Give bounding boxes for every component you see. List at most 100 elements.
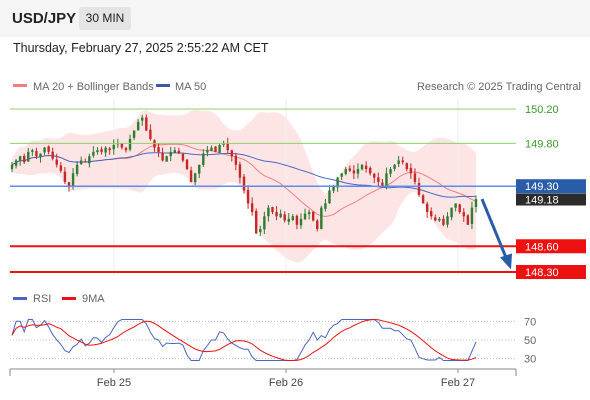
candle-body — [214, 146, 217, 152]
candle-body — [385, 173, 388, 186]
candle-body — [389, 169, 392, 174]
candle-body — [100, 149, 103, 152]
candle-body — [401, 160, 404, 163]
candle-body — [320, 207, 323, 230]
candle-body — [397, 160, 400, 164]
pivot-label: 149.30 — [525, 181, 559, 193]
candle-body — [242, 176, 246, 191]
support-label-box — [516, 239, 586, 254]
candle-body — [356, 169, 360, 174]
rsi-tick-label: 30 — [524, 354, 536, 366]
candle-body — [108, 148, 111, 151]
candle-body — [120, 143, 124, 148]
resistance-label: 150.20 — [525, 104, 559, 116]
candle-body — [193, 173, 197, 183]
ma9-legend-swatch — [62, 297, 76, 300]
candle-body — [161, 152, 164, 161]
candle-body — [364, 165, 368, 170]
x-axis-tick-label: Feb 26 — [269, 377, 303, 389]
candle-body — [230, 150, 233, 157]
candle-body — [466, 215, 470, 225]
candle-body — [417, 182, 421, 195]
candle-body — [177, 150, 181, 154]
timeframe-badge[interactable]: 30 MIN — [79, 7, 131, 30]
candle-body — [104, 147, 107, 153]
candle-body — [67, 182, 71, 187]
candle-body — [271, 207, 274, 212]
candle-body — [434, 217, 437, 221]
candle-body — [381, 182, 384, 187]
candle-body — [438, 218, 441, 221]
support-label: 148.30 — [525, 267, 559, 279]
candle-body — [373, 173, 376, 178]
candle-body — [283, 214, 286, 221]
candle-body — [316, 220, 319, 230]
candle-body — [446, 216, 449, 225]
candle-body — [246, 189, 250, 204]
last-price-label: 149.18 — [525, 195, 559, 207]
candle-body — [10, 164, 14, 170]
candle-body — [377, 177, 380, 182]
candle-body — [238, 164, 242, 178]
candle-body — [352, 170, 356, 174]
candle-body — [226, 143, 229, 151]
candle-body — [136, 121, 140, 131]
candle-body — [153, 140, 156, 148]
candle-body — [303, 213, 307, 220]
candle-body — [132, 130, 136, 138]
candle-body — [462, 212, 465, 217]
candle-body — [336, 177, 339, 188]
candle-body — [202, 153, 205, 165]
pivot-label-box — [516, 179, 586, 194]
candle-body — [141, 117, 144, 121]
candle-body — [259, 229, 262, 233]
candle-body — [149, 129, 152, 140]
candle-body — [279, 213, 282, 218]
timestamp: Thursday, February 27, 2025 2:55:22 AM C… — [13, 41, 269, 55]
candle-body — [311, 211, 315, 221]
candle-body — [124, 147, 128, 151]
candle-body — [198, 164, 201, 174]
rsi-legend-swatch — [13, 297, 27, 300]
candle-body — [255, 211, 258, 234]
candle-body — [458, 204, 461, 212]
candle-body — [234, 155, 238, 165]
candle-body — [409, 167, 413, 174]
rsi-tick-label: 50 — [524, 335, 536, 347]
candle-body — [222, 143, 225, 145]
candle-body — [145, 117, 148, 131]
projection-arrow-head — [500, 253, 512, 270]
candle-body — [324, 203, 327, 209]
candle-body — [185, 159, 189, 170]
x-axis-tick-label: Feb 25 — [97, 377, 131, 389]
candle-body — [63, 171, 67, 182]
candle-body — [88, 156, 91, 164]
candle-body — [173, 150, 177, 153]
candle-body — [405, 163, 409, 170]
candle-body — [31, 150, 34, 152]
rsi-legend-label: RSI — [33, 293, 51, 305]
candle-body — [425, 203, 429, 212]
candle-body — [27, 151, 30, 162]
candle-body — [340, 173, 343, 177]
last-price-box — [516, 193, 586, 206]
rsi-tick-label: 70 — [524, 316, 536, 328]
candle-body — [307, 211, 311, 215]
candle-body — [128, 139, 132, 150]
candle-body — [413, 173, 417, 182]
candle-body — [210, 147, 213, 151]
candle-body — [295, 215, 299, 225]
candle-body — [328, 190, 331, 204]
candle-body — [47, 146, 50, 152]
candle-body — [291, 216, 295, 221]
ma20-legend-swatch — [13, 84, 27, 87]
candle-body — [206, 150, 209, 153]
projection-arrow-shaft — [480, 198, 510, 263]
candle-body — [79, 160, 83, 165]
ma50-legend-label: MA 50 — [175, 81, 206, 93]
candle-body — [39, 153, 42, 158]
candle-body — [287, 218, 290, 222]
candle-body — [348, 168, 352, 171]
candle-body — [112, 145, 115, 150]
